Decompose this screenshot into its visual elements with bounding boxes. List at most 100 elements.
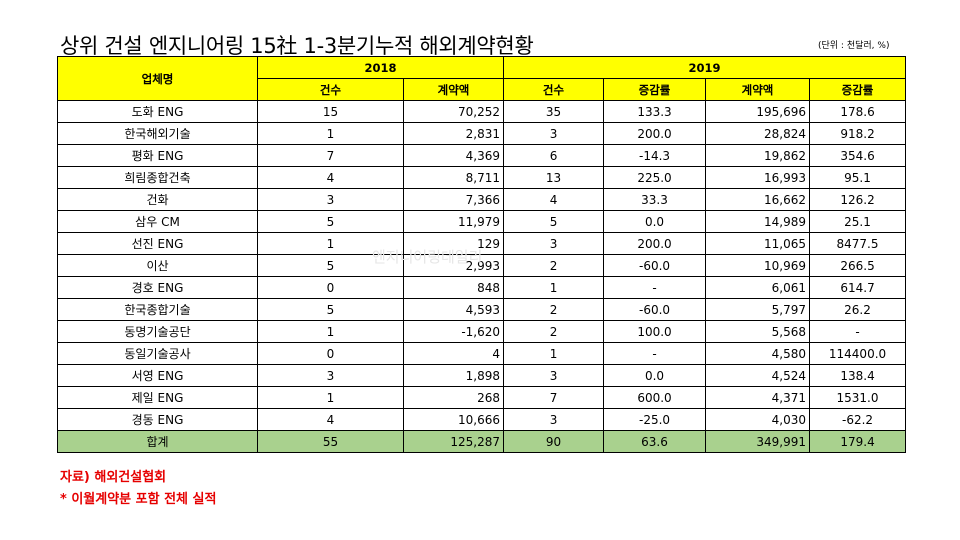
total-count-2019: 90 [503, 430, 605, 453]
cell-company: 이산 [57, 254, 258, 277]
cell-count-2019: 3 [503, 408, 605, 431]
cell-amount-2018: 4,369 [402, 144, 505, 167]
cell-count-2018: 0 [257, 276, 404, 299]
cell-count-2018: 5 [257, 210, 404, 233]
total-label: 합계 [57, 430, 258, 453]
cell-count-2018: 1 [257, 232, 404, 255]
cell-amount-2019: 5,797 [705, 298, 811, 321]
cell-count-2019: 4 [503, 188, 605, 211]
cell-growth-amount: 26.2 [809, 298, 907, 321]
cell-count-2018: 1 [257, 386, 404, 409]
cell-growth-count: 100.0 [603, 320, 707, 343]
cell-growth-amount: 354.6 [809, 144, 907, 167]
table-row: 경호 ENG 0 848 1-6,061 614.7 [57, 276, 907, 299]
cell-amount-2019: 195,696 [705, 100, 811, 123]
cell-count-2019: 1 [503, 276, 605, 299]
cell-company: 한국해외기술 [57, 122, 258, 145]
cell-growth-amount: 138.4 [809, 364, 907, 387]
cell-count-2019: 7 [503, 386, 605, 409]
cell-count-2019: 3 [503, 122, 605, 145]
cell-count-2019: 13 [503, 166, 605, 189]
table-row: 한국해외기술 1 2,831 3 200.0 28,824 918.2 [57, 122, 907, 145]
cell-amount-2018: 4 [402, 342, 505, 365]
cell-amount-2019: 28,824 [705, 122, 811, 145]
cell-count-2019: 3 [503, 232, 605, 255]
cell-growth-count: 225.0 [603, 166, 707, 189]
total-count-2018: 55 [257, 430, 404, 453]
cell-amount-2018: 4,593 [402, 298, 505, 321]
table-row: 선진 ENG 1 129 3 200.0 11,065 8477.5 [57, 232, 907, 255]
table-row: 제일 ENG 1 268 7 600.0 4,371 1531.0 [57, 386, 907, 409]
cell-company: 서영 ENG [57, 364, 258, 387]
cell-company: 희림종합건축 [57, 166, 258, 189]
cell-amount-2018: 1,898 [402, 364, 505, 387]
total-growth-count: 63.6 [603, 430, 707, 453]
cell-amount-2019: 4,580 [705, 342, 811, 365]
cell-count-2019: 3 [503, 364, 605, 387]
header-growth-count: 증감률 [603, 78, 707, 101]
cell-amount-2018: -1,620 [402, 320, 505, 343]
cell-count-2018: 3 [257, 188, 404, 211]
cell-amount-2019: 16,993 [705, 166, 811, 189]
header-row-columns: 건수 계약액 건수 증감률 계약액 증감률 [58, 78, 907, 101]
header-amount-2018: 계약액 [402, 78, 505, 101]
cell-company: 건화 [57, 188, 258, 211]
cell-count-2018: 4 [257, 408, 404, 431]
header-company: 업체명 [57, 56, 258, 101]
cell-growth-amount: 114400.0 [809, 342, 907, 365]
cell-company: 경호 ENG [57, 276, 258, 299]
table-row: 서영 ENG 3 1,898 3 0.0 4,524 138.4 [57, 364, 907, 387]
cell-amount-2018: 268 [402, 386, 505, 409]
cell-growth-amount: - [809, 320, 907, 343]
cell-count-2018: 5 [257, 254, 404, 277]
cell-count-2019: 1 [503, 342, 605, 365]
cell-count-2018: 0 [257, 342, 404, 365]
header-year-2018: 2018 [256, 56, 505, 79]
table-row: 이산 5 2,993 2 -60.0 10,969 266.5 [57, 254, 907, 277]
cell-amount-2018: 10,666 [402, 408, 505, 431]
cell-count-2019: 2 [503, 320, 605, 343]
cell-count-2018: 5 [257, 298, 404, 321]
header-year-2019: 2019 [503, 56, 907, 79]
table-body: 도화 ENG 15 70,252 35 133.3 195,696 178.6 한국해외기술 1… [57, 100, 907, 431]
cell-growth-count: 600.0 [603, 386, 707, 409]
cell-company: 도화 ENG [57, 100, 258, 123]
cell-amount-2019: 5,568 [705, 320, 811, 343]
cell-company: 평화 ENG [57, 144, 258, 167]
cell-company: 동일기술공사 [57, 342, 258, 365]
cell-growth-count: 0.0 [603, 210, 707, 233]
cell-growth-count: 200.0 [603, 232, 707, 255]
cell-count-2019: 6 [503, 144, 605, 167]
table-row: 한국종합기술 5 4,593 2 -60.0 5,797 26.2 [57, 298, 907, 321]
cell-amount-2018: 2,993 [402, 254, 505, 277]
header-amount-2019: 계약액 [705, 78, 811, 101]
cell-growth-amount: 95.1 [809, 166, 907, 189]
cell-company: 제일 ENG [57, 386, 258, 409]
cell-amount-2018: 70,252 [402, 100, 505, 123]
cell-amount-2018: 11,979 [402, 210, 505, 233]
table-row: 삼우 CM 5 11,979 5 0.0 14,989 25.1 [57, 210, 907, 233]
cell-count-2018: 7 [257, 144, 404, 167]
cell-count-2019: 5 [503, 210, 605, 233]
cell-company: 동명기술공단 [57, 320, 258, 343]
cell-count-2019: 2 [503, 298, 605, 321]
unit-label: (단위 : 천달러, %) [818, 41, 890, 51]
contract-table: 업체명 2018 2019 건수 계약액 건수 증감률 계약액 증감률 도화 E… [57, 56, 907, 453]
cell-company: 한국종합기술 [57, 298, 258, 321]
cell-amount-2018: 2,831 [402, 122, 505, 145]
source-note: 자료) 해외건설협회 [60, 470, 167, 485]
cell-growth-count: 0.0 [603, 364, 707, 387]
cell-amount-2018: 848 [402, 276, 505, 299]
total-growth-amount: 179.4 [809, 430, 907, 453]
cell-amount-2018: 8,711 [402, 166, 505, 189]
header-growth-amount: 증감률 [809, 78, 907, 101]
cell-growth-count: -60.0 [603, 298, 707, 321]
cell-growth-count: 133.3 [603, 100, 707, 123]
cell-count-2018: 3 [257, 364, 404, 387]
cell-growth-count: - [603, 276, 707, 299]
cell-growth-count: -14.3 [603, 144, 707, 167]
header-count-2018: 건수 [257, 78, 404, 101]
cell-growth-count: 200.0 [603, 122, 707, 145]
table-row: 평화 ENG 7 4,369 6 -14.3 19,862 354.6 [57, 144, 907, 167]
cell-growth-count: 33.3 [603, 188, 707, 211]
